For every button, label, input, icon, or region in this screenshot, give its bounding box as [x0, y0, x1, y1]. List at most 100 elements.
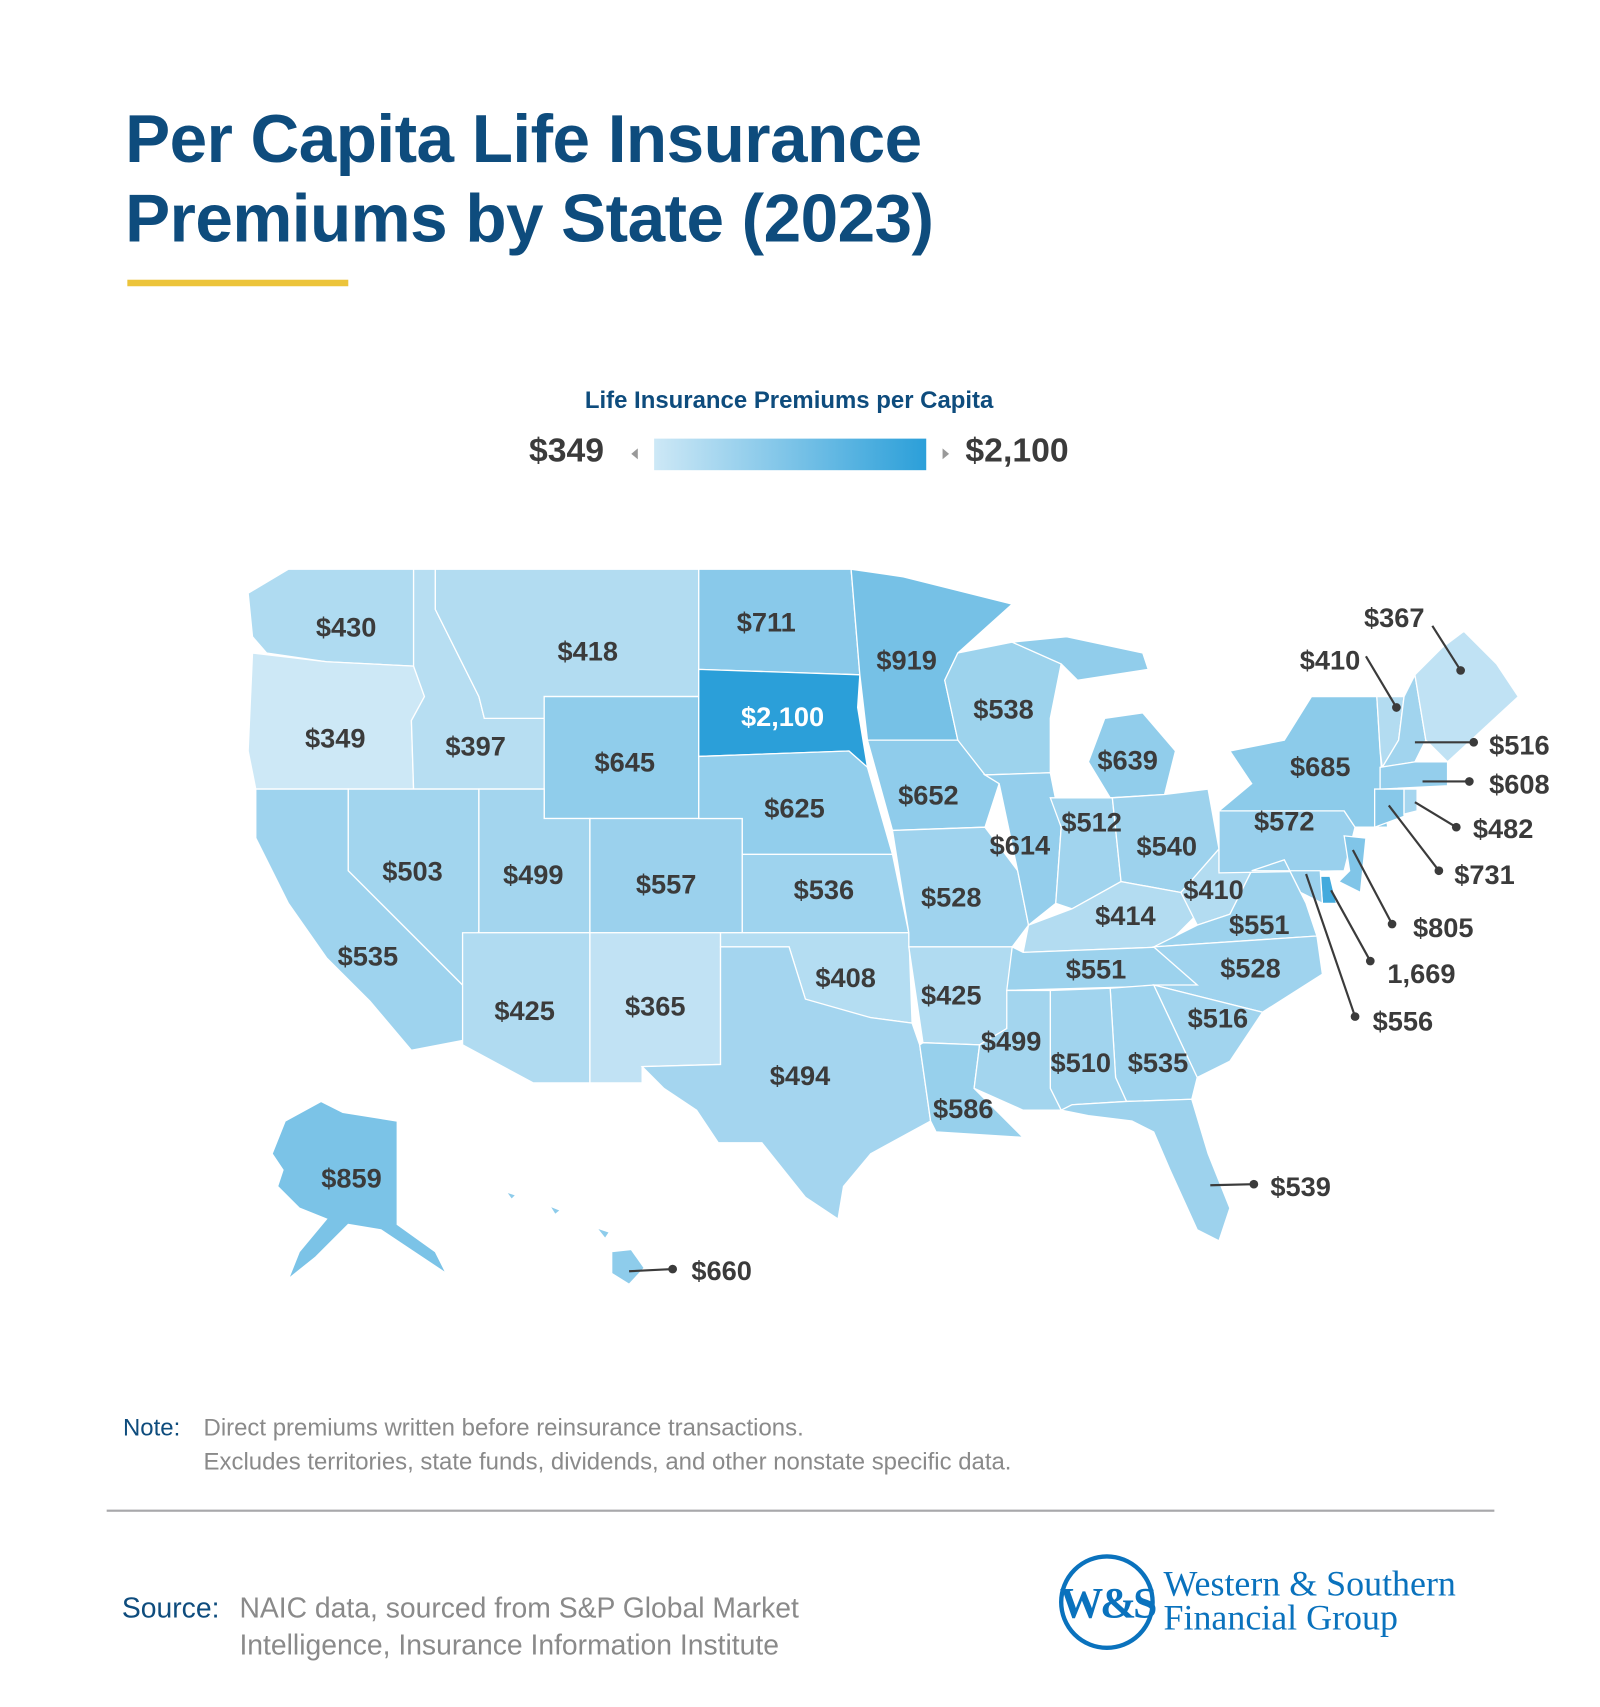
state-value-nm: $365 — [625, 990, 686, 1021]
state-nj — [1337, 835, 1367, 894]
legend-left-arrow-icon — [631, 448, 638, 460]
note: Note: Direct premiums written before rein… — [123, 1411, 1011, 1478]
callout-line-fl — [1210, 1183, 1254, 1187]
state-value-ak: $859 — [321, 1162, 382, 1193]
state-mo — [891, 826, 1030, 948]
state-value-ks: $536 — [794, 874, 855, 905]
state-or — [247, 652, 426, 790]
state-value-mo: $528 — [921, 882, 982, 913]
legend-min-label: $349 — [528, 431, 605, 470]
state-value-az: $425 — [494, 995, 555, 1026]
callout-line-de — [1330, 889, 1372, 962]
legend-color-gradient — [654, 438, 927, 471]
callout-dot-ri — [1451, 822, 1461, 832]
state-value-wv: $410 — [1183, 874, 1244, 905]
callout-dot-hi — [668, 1264, 677, 1274]
state-value-md: $556 — [1373, 1006, 1434, 1037]
state-value-la: $586 — [933, 1093, 994, 1124]
state-value-mi: $639 — [1097, 744, 1158, 775]
state-value-ut: $499 — [503, 859, 564, 890]
state-hi — [504, 1190, 646, 1286]
state-value-wi: $538 — [973, 693, 1034, 724]
state-value-sd: $2,100 — [741, 701, 824, 732]
state-value-nh: $516 — [1489, 729, 1550, 760]
state-value-id: $397 — [445, 730, 506, 761]
note-label: Note: — [122, 1413, 181, 1442]
callout-line-nj — [1351, 849, 1394, 925]
state-wi — [944, 641, 1062, 776]
state-value-tn: $551 — [1066, 953, 1127, 984]
state-value-mt: $418 — [557, 636, 618, 667]
state-value-hi: $660 — [691, 1255, 752, 1286]
state-value-pa: $572 — [1254, 805, 1315, 836]
state-value-nc: $528 — [1220, 952, 1281, 983]
logo-mark: W&S — [1059, 1554, 1157, 1651]
callout-line-ct — [1387, 804, 1440, 872]
page-title: Per Capita Life Insurance Premiums by St… — [125, 100, 934, 259]
state-value-nd: $711 — [737, 606, 796, 637]
state-value-nv: $503 — [382, 856, 443, 887]
state-value-wy: $645 — [594, 747, 655, 778]
state-value-in: $512 — [1061, 807, 1122, 838]
state-value-ne: $625 — [764, 792, 825, 823]
state-value-ma: $608 — [1489, 768, 1550, 799]
state-value-ok: $408 — [815, 962, 876, 993]
state-value-ri: $482 — [1473, 813, 1534, 844]
callout-dot-vt — [1392, 703, 1401, 712]
callout-dot-fl — [1249, 1179, 1259, 1189]
state-value-ms: $499 — [981, 1025, 1042, 1056]
callout-line-hi — [629, 1267, 673, 1273]
state-ny — [1217, 695, 1389, 828]
callout-line-me — [1431, 625, 1462, 672]
state-tx — [640, 946, 932, 1221]
state-ct — [1373, 788, 1405, 829]
callout-dot-nh — [1469, 737, 1479, 747]
state-value-ky: $414 — [1095, 900, 1156, 931]
callout-dot-md — [1350, 1012, 1360, 1021]
state-value-va: $551 — [1229, 909, 1290, 940]
source-line-2: Intelligence, Insurance Information Inst… — [239, 1628, 780, 1661]
note-line-2: Excludes territories, state funds, divid… — [203, 1447, 1012, 1475]
callout-dot-me — [1456, 666, 1465, 675]
state-md — [1251, 859, 1324, 905]
source: Source: NAIC data, sourced from S&P Globa… — [122, 1589, 799, 1663]
title-line-1: Per Capita Life Insurance — [125, 102, 922, 178]
callout-dot-ma — [1464, 777, 1474, 786]
divider — [106, 1509, 1495, 1512]
note-line-1: Direct premiums written before reinsuran… — [203, 1413, 804, 1442]
title-line-2: Premiums by State (2023) — [125, 181, 934, 257]
state-value-mn: $919 — [876, 644, 937, 675]
state-value-ar: $425 — [921, 980, 982, 1011]
state-value-il: $614 — [990, 829, 1051, 860]
state-value-ca: $535 — [338, 940, 399, 971]
state-value-tx: $494 — [770, 1060, 831, 1091]
source-line-1: NAIC data, sourced from S&P Global Marke… — [239, 1591, 799, 1624]
company-logo: W&S Western & Southern Financial Group — [1059, 1554, 1456, 1651]
state-value-me: $367 — [1364, 602, 1425, 633]
source-label: Source: — [121, 1591, 220, 1624]
callout-dot-de — [1365, 956, 1375, 966]
state-value-ia: $652 — [898, 779, 959, 810]
state-ms — [973, 989, 1063, 1111]
legend-right-arrow-icon — [942, 448, 950, 460]
state-value-or: $349 — [305, 723, 366, 754]
state-value-oh: $540 — [1136, 830, 1197, 861]
state-value-nj: $805 — [1413, 912, 1474, 943]
title-underline — [127, 279, 349, 287]
state-value-co: $557 — [636, 869, 697, 900]
legend-max-label: $2,100 — [965, 431, 1069, 470]
state-value-sc: $516 — [1188, 1002, 1249, 1033]
logo-line-2: Financial Group — [1163, 1598, 1398, 1639]
callout-dot-ct — [1434, 866, 1444, 876]
state-il — [982, 772, 1062, 927]
callout-dot-nj — [1387, 919, 1397, 929]
state-az — [461, 932, 591, 1084]
state-value-de: 1,669 — [1387, 958, 1455, 989]
state-value-al: $510 — [1051, 1047, 1112, 1078]
state-value-ga: $535 — [1128, 1047, 1189, 1078]
callout-line-ri — [1414, 801, 1457, 829]
state-value-ny: $685 — [1290, 751, 1351, 782]
state-value-vt: $410 — [1300, 644, 1361, 675]
state-ak — [271, 1100, 448, 1281]
callout-line-md — [1305, 873, 1357, 1017]
